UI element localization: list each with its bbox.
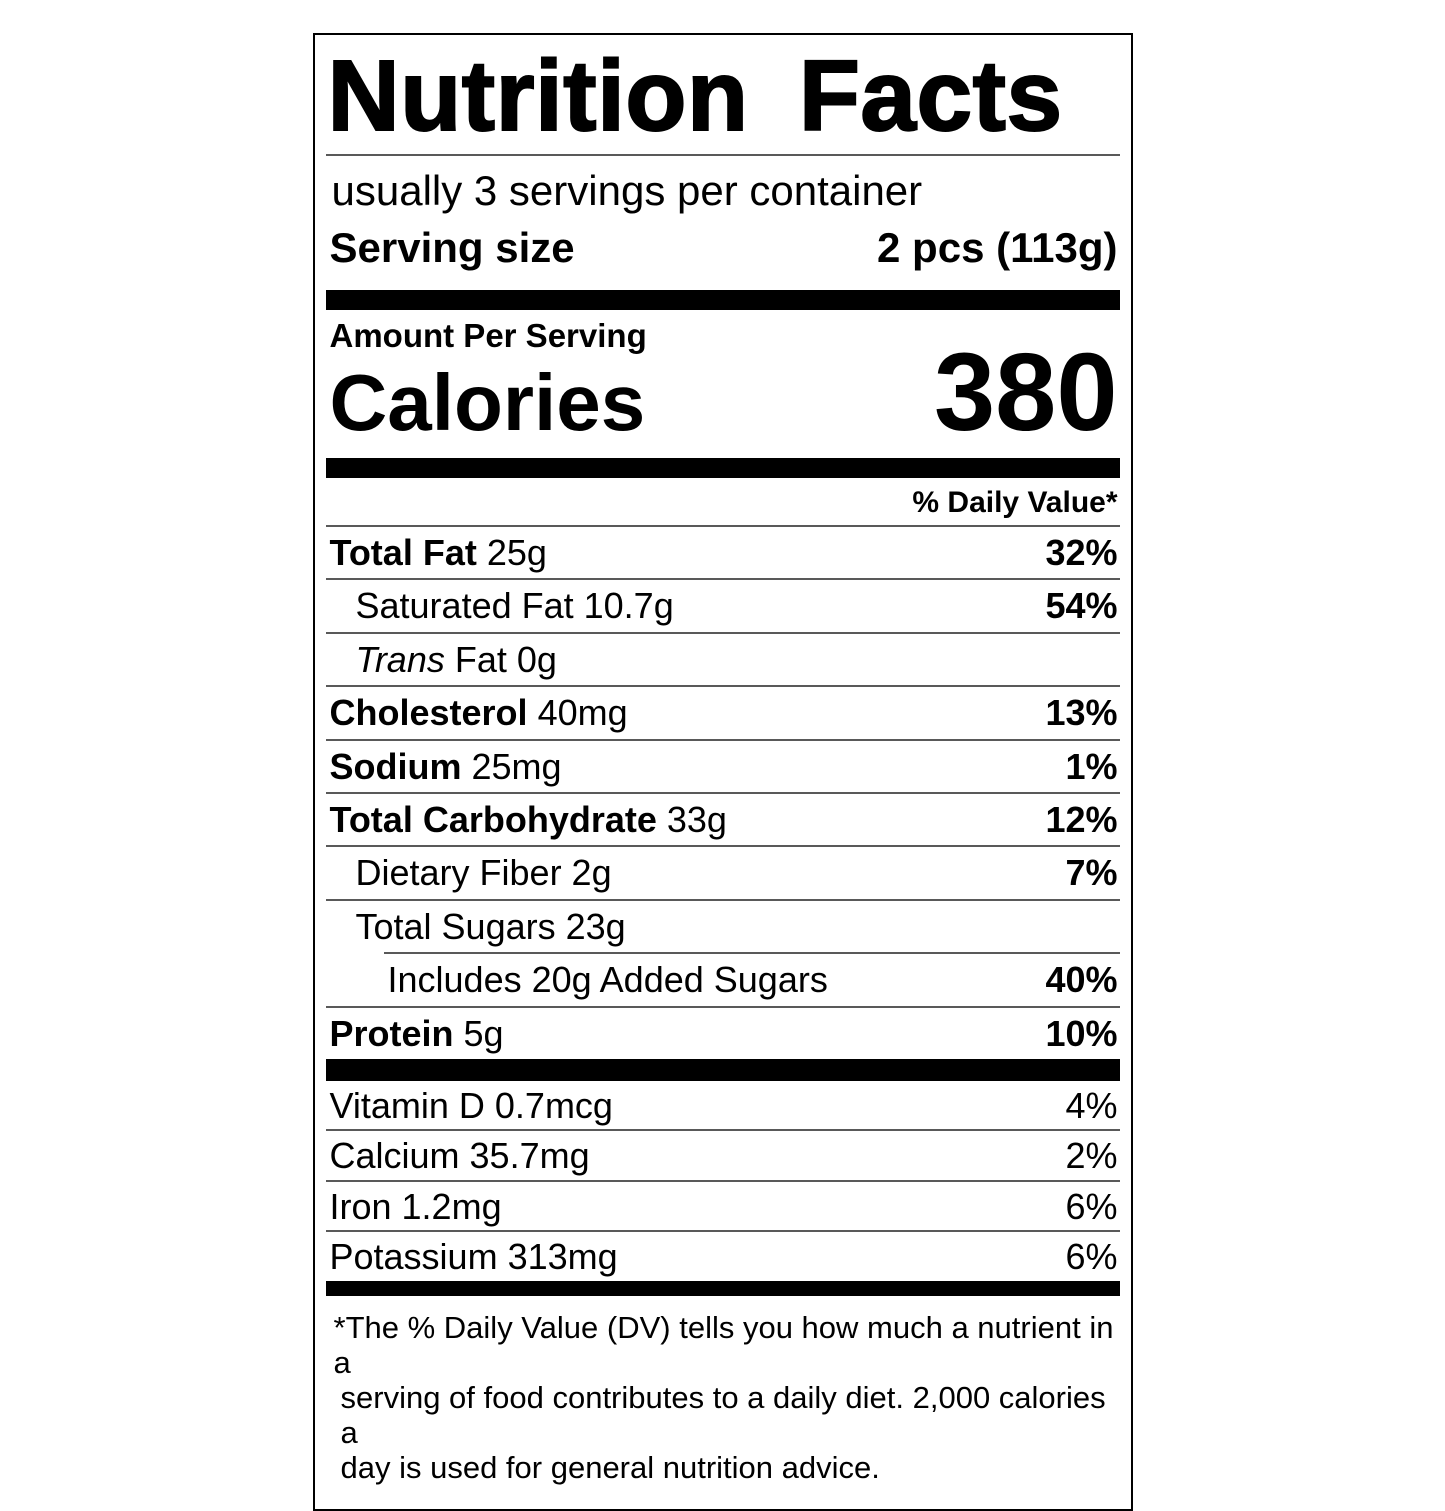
nutrient-row-added-sugars: Includes 20g Added Sugars 40% <box>383 952 1120 1005</box>
nutrient-daily-value: 13% <box>1045 692 1118 734</box>
micronutrient-name: Vitamin D 0.7mcg <box>329 1084 613 1126</box>
micronutrient-daily-value: 6% <box>1065 1236 1118 1278</box>
nutrient-row-protein: Protein 5g 10% <box>325 1005 1120 1059</box>
micronutrient-name: Iron 1.2mg <box>329 1185 502 1227</box>
nutrient-daily-value: 40% <box>1045 959 1118 1001</box>
thick-divider-bar <box>325 1058 1120 1081</box>
calories-row: Calories 380 <box>326 331 1120 455</box>
nutrient-daily-value: 12% <box>1045 799 1118 841</box>
nutrient-amount: 25g <box>486 532 547 574</box>
serving-size-label: Serving size <box>329 224 575 272</box>
serving-size-value: 2 pcs (113g) <box>877 224 1118 272</box>
nutrient-name: Total Carbohydrate <box>329 799 657 841</box>
nutrient-name: Total Sugars 23g <box>355 905 626 947</box>
thick-divider-bar <box>325 1280 1120 1296</box>
footnote: *The % Daily Value (DV) tells you how mu… <box>326 1296 1120 1485</box>
nutrient-amount: 5g <box>463 1012 504 1054</box>
footnote-line: *The % Daily Value (DV) tells you how mu… <box>334 1310 1120 1380</box>
micronutrient-row-vitamin-d: Vitamin D 0.7mcg 4% <box>326 1081 1120 1129</box>
nutrient-row-total-sugars: Total Sugars 23g <box>325 898 1120 952</box>
nutrition-facts-label: Nutrition Facts usually 3 servings per c… <box>312 33 1133 1511</box>
micronutrient-row-calcium: Calcium 35.7mg 2% <box>325 1129 1120 1179</box>
nutrient-name: Cholesterol <box>329 692 528 734</box>
calories-value: 380 <box>933 331 1118 455</box>
calories-label: Calories <box>329 358 646 448</box>
micronutrient-daily-value: 4% <box>1065 1084 1118 1126</box>
micronutrient-row-iron: Iron 1.2mg 6% <box>325 1179 1120 1230</box>
nutrient-daily-value: 1% <box>1065 745 1118 787</box>
nutrient-row-total-carbohydrate: Total Carbohydrate 33g 12% <box>325 792 1120 845</box>
nutrient-name: Dietary Fiber 2g <box>355 852 612 894</box>
nutrient-name: Total Fat <box>329 532 477 574</box>
nutrient-name: Protein <box>329 1012 454 1054</box>
nutrient-amount: 25mg <box>471 745 562 787</box>
nutrient-amount: 40mg <box>537 692 628 734</box>
footnote-line: serving of food contributes to a daily d… <box>340 1379 1106 1450</box>
footnote-asterisk: * <box>333 1309 346 1345</box>
nutrient-row-total-fat: Total Fat 25g 32% <box>325 525 1120 578</box>
thick-divider-bar <box>325 290 1120 311</box>
amount-per-serving-label: Amount Per Serving <box>329 317 647 355</box>
footnote-line: day is used for general nutrition advice… <box>340 1449 880 1485</box>
micronutrient-row-potassium: Potassium 313mg 6% <box>325 1230 1120 1280</box>
micronutrient-daily-value: 6% <box>1065 1185 1118 1227</box>
nutrient-name: Includes 20g Added Sugars <box>387 959 828 1001</box>
label-title: Nutrition Facts <box>327 40 1064 152</box>
serving-size-row: Serving size 2 pcs (113g) <box>326 214 1120 290</box>
title-divider <box>325 154 1120 156</box>
nutrient-row-dietary-fiber: Dietary Fiber 2g 7% <box>325 845 1120 898</box>
nutrient-row-sodium: Sodium 25mg 1% <box>325 738 1120 792</box>
servings-per-container: usually 3 servings per container <box>331 167 923 214</box>
nutrient-row-cholesterol: Cholesterol 40mg 13% <box>325 685 1120 738</box>
daily-value-header: % Daily Value* <box>912 486 1118 520</box>
micronutrient-name: Calcium 35.7mg <box>329 1135 590 1177</box>
nutrient-amount: Fat 0g <box>454 638 557 680</box>
nutrient-name: Saturated Fat 10.7g <box>355 585 674 627</box>
micronutrient-name: Potassium 313mg <box>329 1236 618 1278</box>
micronutrient-daily-value: 2% <box>1065 1135 1118 1177</box>
nutrient-row-trans-fat: Trans Fat 0g <box>325 631 1120 685</box>
nutrient-daily-value: 10% <box>1045 1012 1118 1054</box>
thick-divider-bar <box>325 458 1120 479</box>
nutrient-name: Sodium <box>329 745 462 787</box>
nutrient-daily-value: 32% <box>1045 532 1118 574</box>
nutrient-amount: 33g <box>666 799 727 841</box>
nutrient-daily-value: 54% <box>1045 585 1118 627</box>
nutrient-daily-value: 7% <box>1065 852 1118 894</box>
nutrient-row-saturated-fat: Saturated Fat 10.7g 54% <box>325 578 1120 631</box>
nutrient-name-italic: Trans <box>355 638 445 680</box>
footnote-text: The % Daily Value (DV) tells you how muc… <box>333 1309 1114 1380</box>
